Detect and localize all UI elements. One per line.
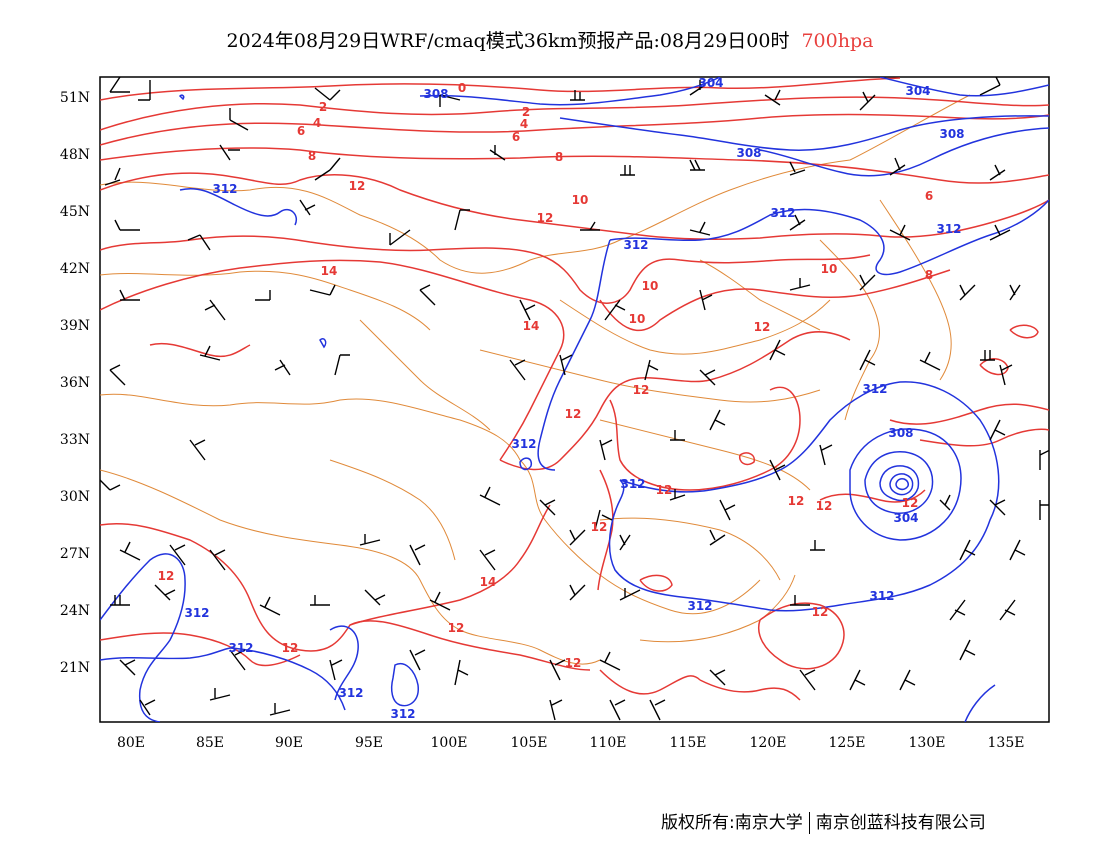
lon-tick: 85E [196,735,224,751]
lat-tick: 27N [60,546,90,562]
temp-label: 8 [555,150,563,164]
copyright-footer: 版权所有:南京大学 南京创蓝科技有限公司 [661,808,986,834]
lon-tick: 110E [590,735,627,751]
temp-label: 12 [565,656,582,670]
temp-label: 14 [523,319,540,333]
temperature-labels: 0 2 4 6 8 12 10 12 14 14 10 10 12 12 12 … [158,81,934,670]
lat-tick: 36N [60,375,90,391]
height-label: 308 [888,426,913,440]
height-label: 312 [184,606,209,620]
title-main: 2024年08月29日WRF/cmaq模式36km预报产品:08月29日00时 [226,30,790,52]
temp-label: 10 [572,193,589,207]
height-label: 308 [423,87,448,101]
footer-divider [808,812,810,834]
height-label: 312 [936,222,961,236]
lat-tick: 39N [60,318,90,334]
height-label: 308 [939,127,964,141]
lat-tick: 30N [60,489,90,505]
temp-label: 12 [754,320,771,334]
lon-tick: 115E [670,735,707,751]
temp-label: 12 [537,211,554,225]
height-label: 312 [869,589,894,603]
temp-label: 12 [816,499,833,513]
height-label: 312 [390,707,415,721]
height-label: 312 [687,599,712,613]
temp-label: 10 [642,279,659,293]
temp-label: 10 [821,262,838,276]
temp-label: 12 [349,179,366,193]
temp-label: 8 [308,149,316,163]
temp-label: 6 [925,189,933,203]
height-label: 312 [623,238,648,252]
temp-label: 2 [522,105,530,119]
temp-label: 12 [812,605,829,619]
lat-tick: 33N [60,432,90,448]
latitude-axis: 51N 48N 45N 42N 39N 36N 33N 30N 27N 24N … [60,90,90,676]
height-label: 312 [770,206,795,220]
geopotential-labels: 308 304 304 308 308 312 312 312 312 312 … [184,76,964,700]
temp-label: 12 [902,496,919,510]
temp-label: 12 [282,641,299,655]
pressure-level: 700hpa [801,30,874,52]
height-label: 312 [212,182,237,196]
height-label: 312 [620,477,645,491]
temp-label: 6 [512,130,520,144]
temp-label: 12 [158,569,175,583]
temp-label: 12 [591,520,608,534]
map-title: 2024年08月29日WRF/cmaq模式36km预报产品:08月29日00时 7… [0,26,1100,53]
height-label: 312 [862,382,887,396]
temp-label: 14 [480,575,497,589]
map-layers [100,77,1049,722]
temp-label: 6 [297,124,305,138]
temp-label: 12 [448,621,465,635]
temp-label: 14 [321,264,338,278]
lon-tick: 90E [275,735,303,751]
lon-tick: 125E [829,735,866,751]
copyright-company: 南京创蓝科技有限公司 [815,813,986,833]
height-label: 312 [511,437,536,451]
boundary-lines [100,94,971,665]
lon-tick: 100E [431,735,468,751]
lat-tick: 45N [60,204,90,220]
temp-label: 10 [629,312,646,326]
lon-tick: 80E [117,735,145,751]
lat-tick: 51N [60,90,90,106]
lat-tick: 48N [60,147,90,163]
copyright-owner: 版权所有:南京大学 [661,813,803,833]
lat-tick: 24N [60,603,90,619]
longitude-axis: 80E 85E 90E 95E 100E 105E 110E 115E 120E… [117,735,1025,751]
height-label: 304 [698,76,723,90]
temp-label: 12 [565,407,582,421]
temp-label: 4 [313,116,321,130]
lon-tick: 120E [750,735,787,751]
lat-tick: 42N [60,261,90,277]
temp-label: 2 [319,100,327,114]
height-label: 312 [228,641,253,655]
height-label: 312 [338,686,363,700]
height-label: 304 [905,84,930,98]
height-label: 304 [893,511,918,525]
lat-tick: 21N [60,660,90,676]
lon-tick: 130E [909,735,946,751]
lon-tick: 95E [355,735,383,751]
height-label: 308 [736,146,761,160]
wind-barbs [100,77,1049,721]
temp-label: 0 [458,81,466,95]
temp-label: 8 [925,268,933,282]
plot-frame [99,76,1050,723]
temp-label: 12 [633,383,650,397]
temp-label: 4 [520,117,528,131]
temp-label: 12 [788,494,805,508]
lon-tick: 105E [511,735,548,751]
lon-tick: 135E [988,735,1025,751]
temp-label: 12 [656,483,673,497]
